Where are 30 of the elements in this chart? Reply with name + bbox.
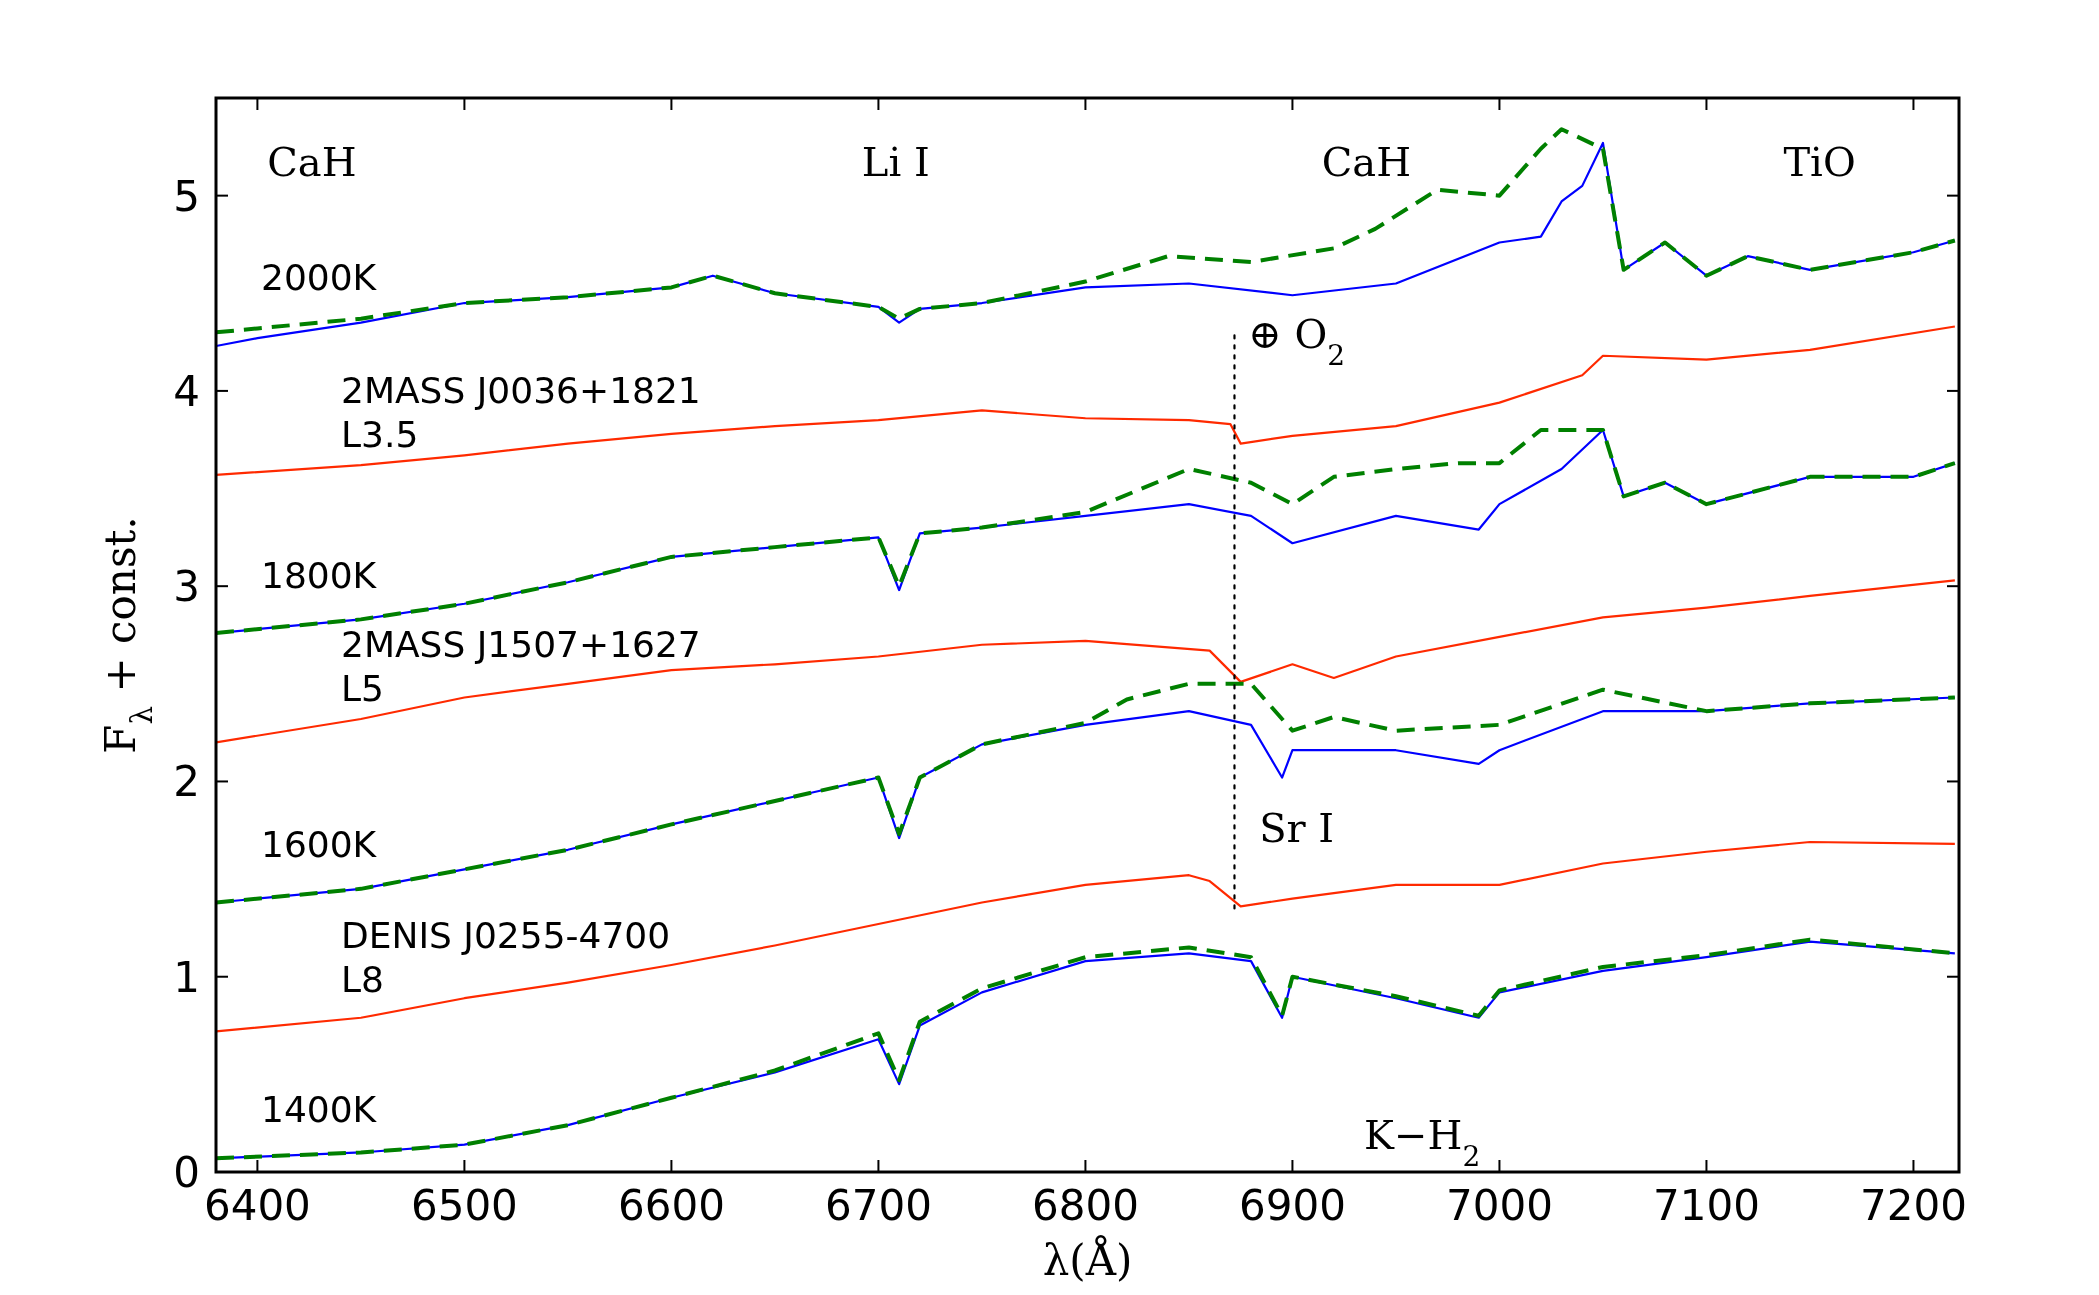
annotation: ⊕ O$_{2}$ <box>1248 311 1346 372</box>
y-tick-label: 1 <box>173 952 200 1002</box>
x-tick-label: 6800 <box>1031 1181 1139 1230</box>
x-tick-label: 6900 <box>1238 1181 1346 1230</box>
x-axis-title: λ(Å) <box>1042 1235 1133 1285</box>
series-label: 1800K <box>261 554 378 596</box>
annotation: CaH <box>267 139 357 186</box>
x-tick-label: 6700 <box>824 1181 932 1230</box>
x-tick-label: 6500 <box>410 1181 518 1230</box>
annotation: Li I <box>861 139 930 186</box>
x-tick-label: 6400 <box>203 1181 311 1230</box>
series-label: 1400K <box>261 1088 378 1130</box>
annotation: TiO <box>1783 139 1856 186</box>
y-tick-label: 0 <box>173 1148 200 1197</box>
annotation: Sr I <box>1259 805 1335 852</box>
x-tick-label: 7000 <box>1446 1181 1553 1230</box>
y-tick-label: 2 <box>173 757 200 807</box>
annotation: CaH <box>1321 139 1412 186</box>
y-tick-label: 4 <box>173 366 200 416</box>
annotation: K−H$_{2}$ <box>1364 1112 1481 1173</box>
series-label: 2MASS J0036+1821 L3.5 <box>341 369 701 455</box>
x-tick-label: 7100 <box>1653 1181 1760 1230</box>
series-label: 1600K <box>261 823 378 865</box>
series-label: DENIS J0255-4700 L8 <box>341 914 671 1000</box>
y-tick-label: 5 <box>173 171 200 221</box>
series-label: 2000K <box>261 257 378 299</box>
y-tick-label: 3 <box>173 562 200 612</box>
series-label: 2MASS J1507+1627 L5 <box>341 623 701 709</box>
x-tick-label: 7200 <box>1860 1181 1967 1230</box>
x-tick-label: 6600 <box>617 1181 725 1230</box>
